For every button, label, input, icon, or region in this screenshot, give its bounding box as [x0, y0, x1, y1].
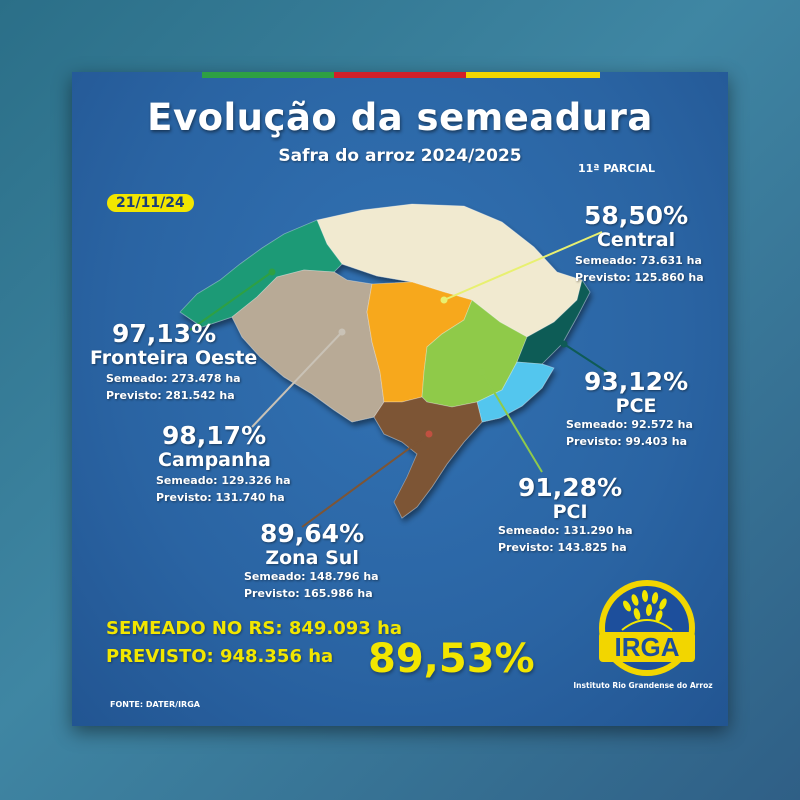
page-title: Evolução da semeadura	[147, 96, 653, 139]
total-semeado: SEMEADO NO RS: 849.093 ha	[106, 618, 403, 639]
connector-pci	[481, 371, 543, 473]
region-semeado: Semeado: 129.326 ha	[156, 474, 291, 487]
connector-fronteira-oeste	[189, 271, 273, 331]
region-label-central: 58,50% Central	[584, 201, 689, 251]
connector-fronteira-oeste-dot	[268, 268, 276, 276]
region-previsto: Previsto: 143.825 ha	[498, 541, 627, 554]
region-fronteira-oeste-shape	[179, 219, 343, 328]
region-semeado: Semeado: 148.796 ha	[244, 570, 379, 583]
region-pct: 58,50%	[584, 201, 689, 230]
region-name: PCE	[615, 395, 657, 417]
region-previsto: Previsto: 131.740 ha	[156, 491, 285, 504]
region-label-pci: 91,28% PCI	[518, 473, 623, 523]
region-name: Fronteira Oeste	[90, 347, 258, 369]
source-note: FONTE: DATER/IRGA	[110, 700, 200, 709]
connector-central	[443, 231, 603, 301]
connector-campanha	[251, 331, 343, 428]
region-stats-campanha: Semeado: 129.326 ha Previsto: 131.740 ha	[156, 472, 291, 506]
infographic-card: Evolução da semeadura Safra do arroz 202…	[72, 72, 728, 726]
region-name: Central	[596, 229, 676, 251]
connector-campanha-dot	[338, 328, 346, 336]
region-stats-central: Semeado: 73.631 ha Previsto: 125.860 ha	[575, 252, 704, 286]
connector-zona-sul-dot	[425, 430, 433, 438]
connector-pce-dot	[560, 340, 568, 348]
flag-stripe-yellow	[466, 72, 600, 78]
region-stats-pce: Semeado: 92.572 ha Previsto: 99.403 ha	[566, 416, 693, 450]
total-previsto: PREVISTO: 948.356 ha	[106, 646, 334, 667]
region-pct: 97,13%	[112, 319, 217, 348]
region-name: Zona Sul	[265, 547, 359, 569]
logo-subtitle: Instituto Rio Grandense do Arroz	[573, 681, 713, 690]
region-stats-fronteira-oeste: Semeado: 273.478 ha Previsto: 281.542 ha	[106, 370, 241, 404]
connector-pci-dot	[478, 368, 486, 376]
irga-logo: IRGA	[599, 580, 695, 676]
region-pct: 89,64%	[260, 519, 365, 548]
region-label-fronteira-oeste: 97,13% Fronteira Oeste	[90, 319, 257, 369]
region-zona-sul-shape	[373, 396, 483, 519]
logo-text: IRGA	[615, 632, 680, 662]
region-name: Campanha	[158, 449, 271, 471]
region-pct: 93,12%	[584, 367, 689, 396]
region-label-campanha: 98,17% Campanha	[158, 421, 271, 471]
region-stats-pci: Semeado: 131.290 ha Previsto: 143.825 ha	[498, 522, 633, 556]
region-semeado: Semeado: 273.478 ha	[106, 372, 241, 385]
connector-central-dot	[440, 296, 448, 304]
region-semeado: Semeado: 131.290 ha	[498, 524, 633, 537]
date-badge: 21/11/24	[107, 194, 194, 212]
region-stats-zona-sul: Semeado: 148.796 ha Previsto: 165.986 ha	[244, 568, 379, 602]
connector-pce	[563, 343, 608, 373]
region-coastal-shape	[476, 361, 555, 423]
region-semeado: Semeado: 73.631 ha	[575, 254, 702, 267]
page-subtitle: Safra do arroz 2024/2025	[278, 146, 522, 166]
region-label-zona-sul: 89,64% Zona Sul	[260, 519, 365, 569]
region-previsto: Previsto: 125.860 ha	[575, 271, 704, 284]
region-semeado: Semeado: 92.572 ha	[566, 418, 693, 431]
rs-region-map	[179, 203, 608, 528]
connector-zona-sul	[301, 433, 430, 528]
region-pct: 98,17%	[162, 421, 267, 450]
flag-stripe-red	[334, 72, 466, 78]
parcial-label: 11ª PARCIAL	[578, 162, 656, 175]
region-label-pce: 93,12% PCE	[584, 367, 689, 417]
region-previsto: Previsto: 165.986 ha	[244, 587, 373, 600]
region-pct: 91,28%	[518, 473, 623, 502]
region-previsto: Previsto: 99.403 ha	[566, 435, 688, 448]
rice-grain-icon	[623, 590, 667, 622]
region-previsto: Previsto: 281.542 ha	[106, 389, 235, 402]
region-name: PCI	[552, 501, 588, 523]
flag-stripe-green	[202, 72, 334, 78]
total-percentage: 89,53%	[368, 636, 535, 682]
